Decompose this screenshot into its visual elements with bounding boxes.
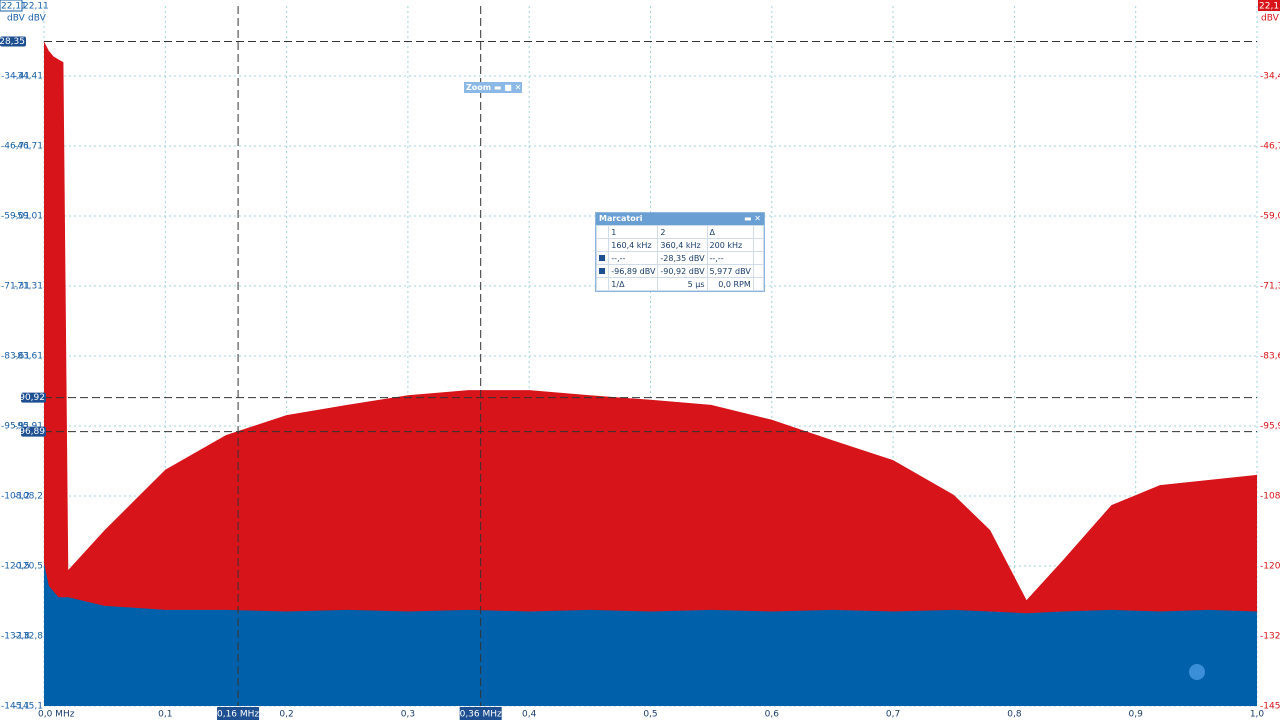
panel-cell: -90,92 dBV <box>657 264 708 278</box>
markers-panel[interactable]: Marcatori ▬ ✕ 1 2 Δ 160,4 kHz 360,4 kHz 200 kH… <box>595 212 765 292</box>
x-tick-label: 0,2 <box>279 710 293 720</box>
y-tick-label: -71,31 <box>14 282 43 292</box>
y2-tick-label: -95,91 <box>1260 422 1280 432</box>
axis-top-label: 22,11 <box>1 2 27 12</box>
panel-cell: 200 kHz <box>706 238 754 252</box>
y-tick-label: -132,8 <box>1 631 30 641</box>
scroll-button[interactable] <box>1189 664 1205 680</box>
y2-tick-label: -46,71 <box>1260 142 1280 152</box>
y-tick-label: -46,71 <box>14 142 43 152</box>
x-tick-label: 0,8 <box>1007 710 1022 720</box>
x-tick-label: 0,0 MHz <box>38 710 75 720</box>
cursor-label: 0,16 MHz <box>217 710 259 720</box>
panel-cell: 5,977 dBV <box>706 264 754 278</box>
x-tick-label: 0,5 <box>643 710 657 720</box>
panel-cell: 1/Δ <box>608 277 659 291</box>
y2-tick-label: -34,41 <box>1260 72 1280 82</box>
cursor-label: -96,89 <box>16 427 45 437</box>
y-unit: dBV <box>7 14 26 24</box>
panel-cell: -28,35 dBV <box>657 251 708 265</box>
y2-tick-label: -120,5 <box>1260 561 1280 571</box>
y-tick-label: -95,91 <box>1 422 30 432</box>
cursor-label: -90,92 <box>16 393 45 403</box>
panel-title: Marcatori ▬ ✕ <box>596 213 764 225</box>
cursor-label-box <box>459 707 502 720</box>
panel-cell: -96,89 dBV <box>608 264 659 278</box>
y2-tick-label: -71,31 <box>1260 282 1280 292</box>
cursor-label: 0,36 MHz <box>460 710 502 720</box>
panel-cell: 1 <box>608 225 659 239</box>
y2-tick-label: -108,2 <box>1260 491 1280 501</box>
y-tick-label: -59,01 <box>1 212 30 222</box>
y-tick-label: -132,8 <box>14 631 43 641</box>
x-tick-label: 0,7 <box>886 710 900 720</box>
x-tick-label: 0,1 <box>158 710 172 720</box>
cursor-label: 28,35 <box>0 37 25 47</box>
panel-cell: Δ <box>706 225 754 239</box>
y2-unit: dBV <box>1261 14 1280 24</box>
x-tick-label: 0,6 <box>765 710 780 720</box>
y-tick-label: -145,1 <box>14 702 43 712</box>
axis-top-label: 22,11 <box>1259 2 1280 12</box>
axis-top-box <box>1258 0 1280 11</box>
y2-tick-label: -145,1 <box>1260 702 1280 712</box>
y-tick-label: -108,2 <box>14 491 43 501</box>
cursor-label-box <box>0 36 26 47</box>
x-tick-label: 1,0 <box>1250 710 1265 720</box>
y-unit: dBV <box>28 14 47 24</box>
cursor-label-box <box>217 707 260 720</box>
panel-title-text: Marcatori <box>599 214 643 223</box>
y-tick-label: -145,1 <box>1 702 30 712</box>
y-tick-label: -120,5 <box>1 561 30 571</box>
y2-tick-label: -59,01 <box>1260 212 1280 222</box>
markers-table: 1 2 Δ 160,4 kHz 360,4 kHz 200 kHz --,-- -28,35 … <box>595 225 765 291</box>
y-tick-label: -120,5 <box>14 561 43 571</box>
spectrum-area <box>44 41 1257 707</box>
y-tick-label: -34,41 <box>14 72 43 82</box>
panel-cell: --,-- <box>608 251 659 265</box>
y-tick-label: -34,41 <box>1 72 30 82</box>
panel-cell: --,-- <box>706 251 754 265</box>
y-tick-label: -83,61 <box>14 352 43 362</box>
cursor-label-box <box>21 392 46 403</box>
x-tick-label: 0,4 <box>522 710 537 720</box>
panel-cell: 160,4 kHz <box>608 238 659 252</box>
y2-tick-label: -132,8 <box>1260 631 1280 641</box>
spectrum-area <box>44 563 1257 706</box>
y-tick-label: -83,61 <box>1 352 30 362</box>
y-tick-label: -46,71 <box>1 142 30 152</box>
zoom-widget[interactable]: Zoom ▬ ■ ✕ <box>464 82 522 93</box>
x-tick-label: 0,9 <box>1129 710 1144 720</box>
panel-cell: 360,4 kHz <box>657 238 708 252</box>
panel-cell: 2 <box>657 225 708 239</box>
panel-cell: 5 µs <box>657 277 708 291</box>
y-tick-label: -59,01 <box>14 212 43 222</box>
y-tick-label: -108,2 <box>1 491 30 501</box>
panel-cell: 0,0 RPM <box>706 277 754 291</box>
x-tick-label: 0,3 <box>401 710 415 720</box>
y2-tick-label: -83,61 <box>1260 352 1280 362</box>
axis-top-label: 22,11 <box>23 2 49 12</box>
cursor-label-box <box>21 426 46 437</box>
y-tick-label: -95,91 <box>14 422 43 432</box>
y-tick-label: -71,31 <box>1 282 30 292</box>
axis-top-box <box>0 0 23 12</box>
zoom-title: Zoom <box>466 83 492 92</box>
